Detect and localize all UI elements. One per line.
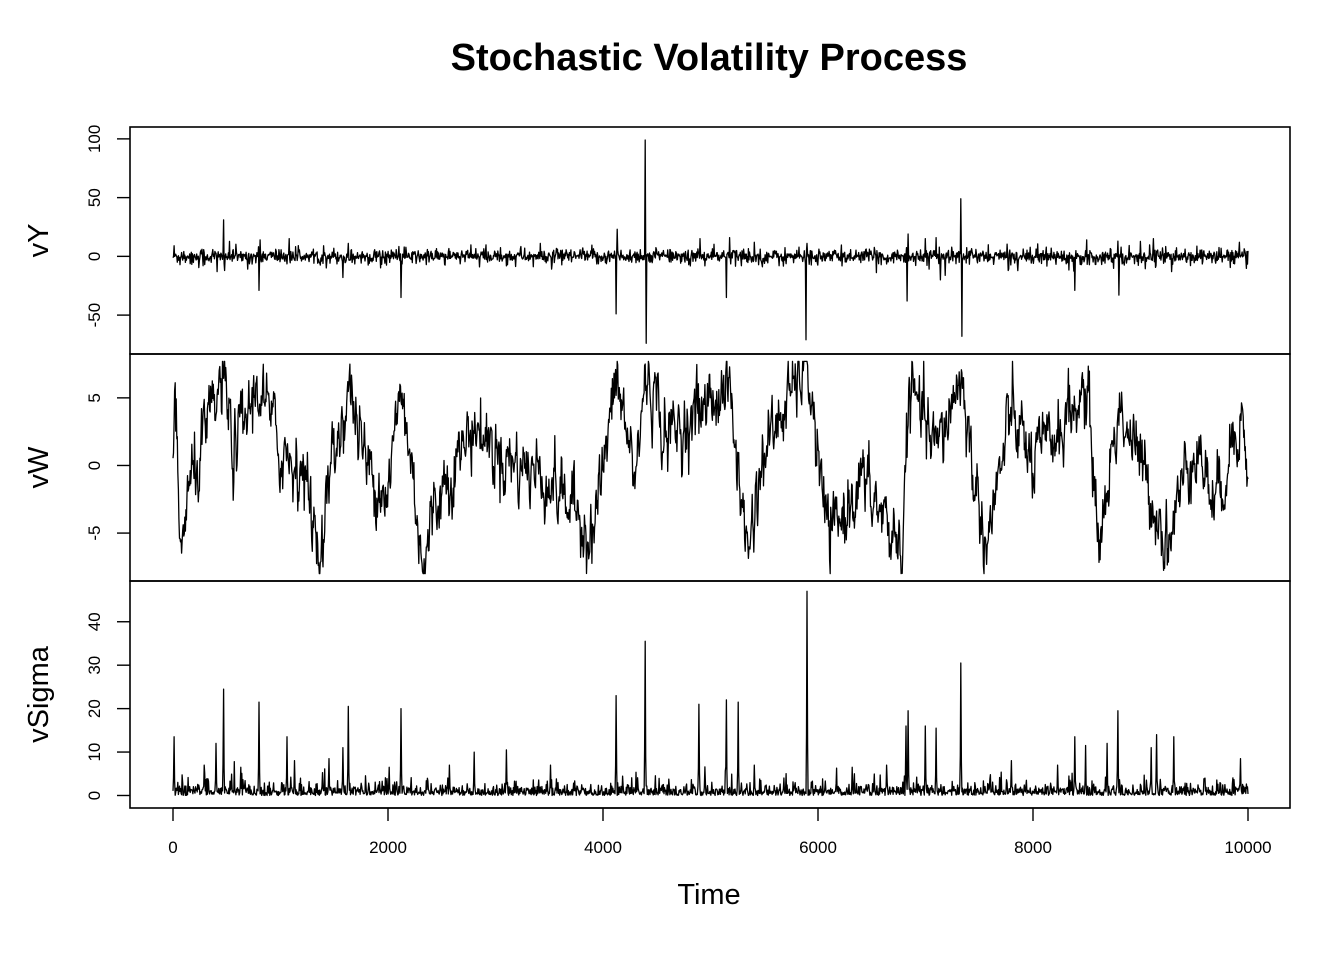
panel-vw: vW -5 0 5 <box>23 353 1291 582</box>
chart-title: Stochastic Volatility Process <box>451 37 968 79</box>
y-tick-label: 0 <box>85 252 104 261</box>
series-line-vw <box>172 360 1249 575</box>
y-axis-label: vSigma <box>23 645 55 743</box>
x-tick-label: 8000 <box>1014 838 1052 857</box>
panel-vy: vY -50 0 50 100 <box>23 125 1291 355</box>
series-line-vsigma <box>172 590 1249 797</box>
y-tick-label: 50 <box>85 188 104 207</box>
x-tick-label: 2000 <box>369 838 407 857</box>
y-tick-label: 5 <box>85 393 104 402</box>
x-tick-label: 4000 <box>584 838 622 857</box>
y-tick-label: -50 <box>85 303 104 328</box>
series-line-vy <box>172 139 1249 344</box>
y-tick-label: 100 <box>85 125 104 153</box>
x-tick-label: 0 <box>168 838 177 857</box>
y-tick-label: -5 <box>85 526 104 541</box>
x-axis: 0 2000 4000 6000 8000 10000 <box>168 807 1272 857</box>
panel-frame <box>129 126 1291 355</box>
y-tick-label: 10 <box>85 743 104 762</box>
y-axis-label: vW <box>23 446 55 489</box>
y-tick-label: 0 <box>85 461 104 470</box>
y-tick-label: 40 <box>85 612 104 631</box>
y-tick-label: 30 <box>85 656 104 675</box>
panel-vsigma: vSigma 0 10 20 30 40 <box>23 580 1291 809</box>
x-axis-label: Time <box>677 879 740 911</box>
y-tick-label: 0 <box>85 791 104 800</box>
x-tick-label: 10000 <box>1224 838 1271 857</box>
panel-frame <box>129 580 1291 809</box>
x-tick-label: 6000 <box>799 838 837 857</box>
y-axis-label: vY <box>23 224 55 258</box>
y-tick-label: 20 <box>85 699 104 718</box>
